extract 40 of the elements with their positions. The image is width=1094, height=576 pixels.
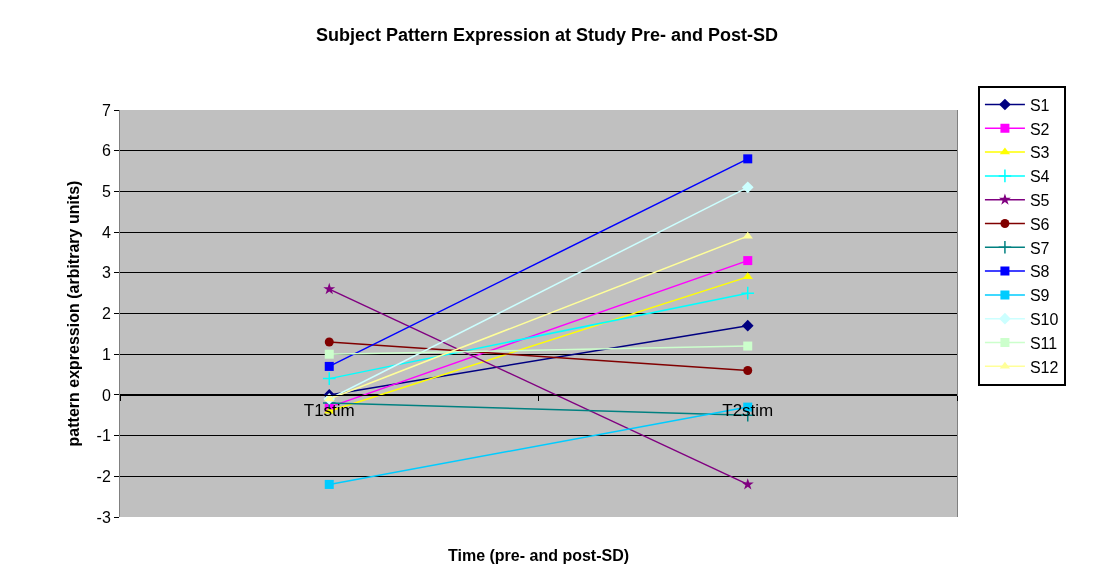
- y-tick-label: 2: [101, 305, 111, 323]
- y-tick-label: 0: [101, 386, 111, 404]
- y-axis-title: pattern expression (arbitrary units): [65, 180, 83, 447]
- point: [324, 361, 334, 371]
- legend-label: S1: [1029, 96, 1050, 114]
- point: [741, 478, 754, 490]
- point: [322, 371, 337, 386]
- y-tick-label: 7: [101, 101, 111, 119]
- y-tick-label: -2: [96, 467, 111, 485]
- point: [741, 181, 754, 194]
- legend-label: S6: [1029, 215, 1050, 233]
- point: [323, 282, 336, 295]
- point: [324, 337, 334, 347]
- y-tick-label: -1: [96, 427, 111, 445]
- legend-label: S3: [1029, 144, 1050, 162]
- legend-label: S9: [1029, 287, 1050, 305]
- legend-label: S10: [1029, 310, 1059, 328]
- y-tick-label: 3: [101, 264, 111, 282]
- y-tick-label: 6: [101, 142, 111, 160]
- y-tick-label: 1: [101, 345, 111, 363]
- legend-label: S2: [1029, 120, 1050, 138]
- point: [740, 286, 755, 301]
- legend-label: S12: [1029, 358, 1059, 376]
- point: [324, 349, 334, 359]
- point: [743, 154, 753, 164]
- legend-label: S8: [1029, 263, 1050, 281]
- legend-label: S4: [1029, 168, 1050, 186]
- point: [324, 479, 334, 489]
- y-tick-label: -3: [96, 508, 111, 526]
- legend-label: S11: [1029, 334, 1058, 352]
- legend-label: S5: [1029, 191, 1050, 209]
- y-tick-label: 4: [101, 223, 111, 241]
- point: [743, 365, 753, 375]
- x-axis-title: Time (pre- and post-SD): [448, 547, 630, 564]
- point: [741, 319, 754, 332]
- legend-label: S7: [1029, 239, 1050, 257]
- point: [743, 341, 753, 351]
- point: [743, 256, 753, 266]
- chart-title: Subject Pattern Expression at Study Pre- and Post-SD: [315, 25, 779, 46]
- y-tick-label: 5: [101, 183, 111, 200]
